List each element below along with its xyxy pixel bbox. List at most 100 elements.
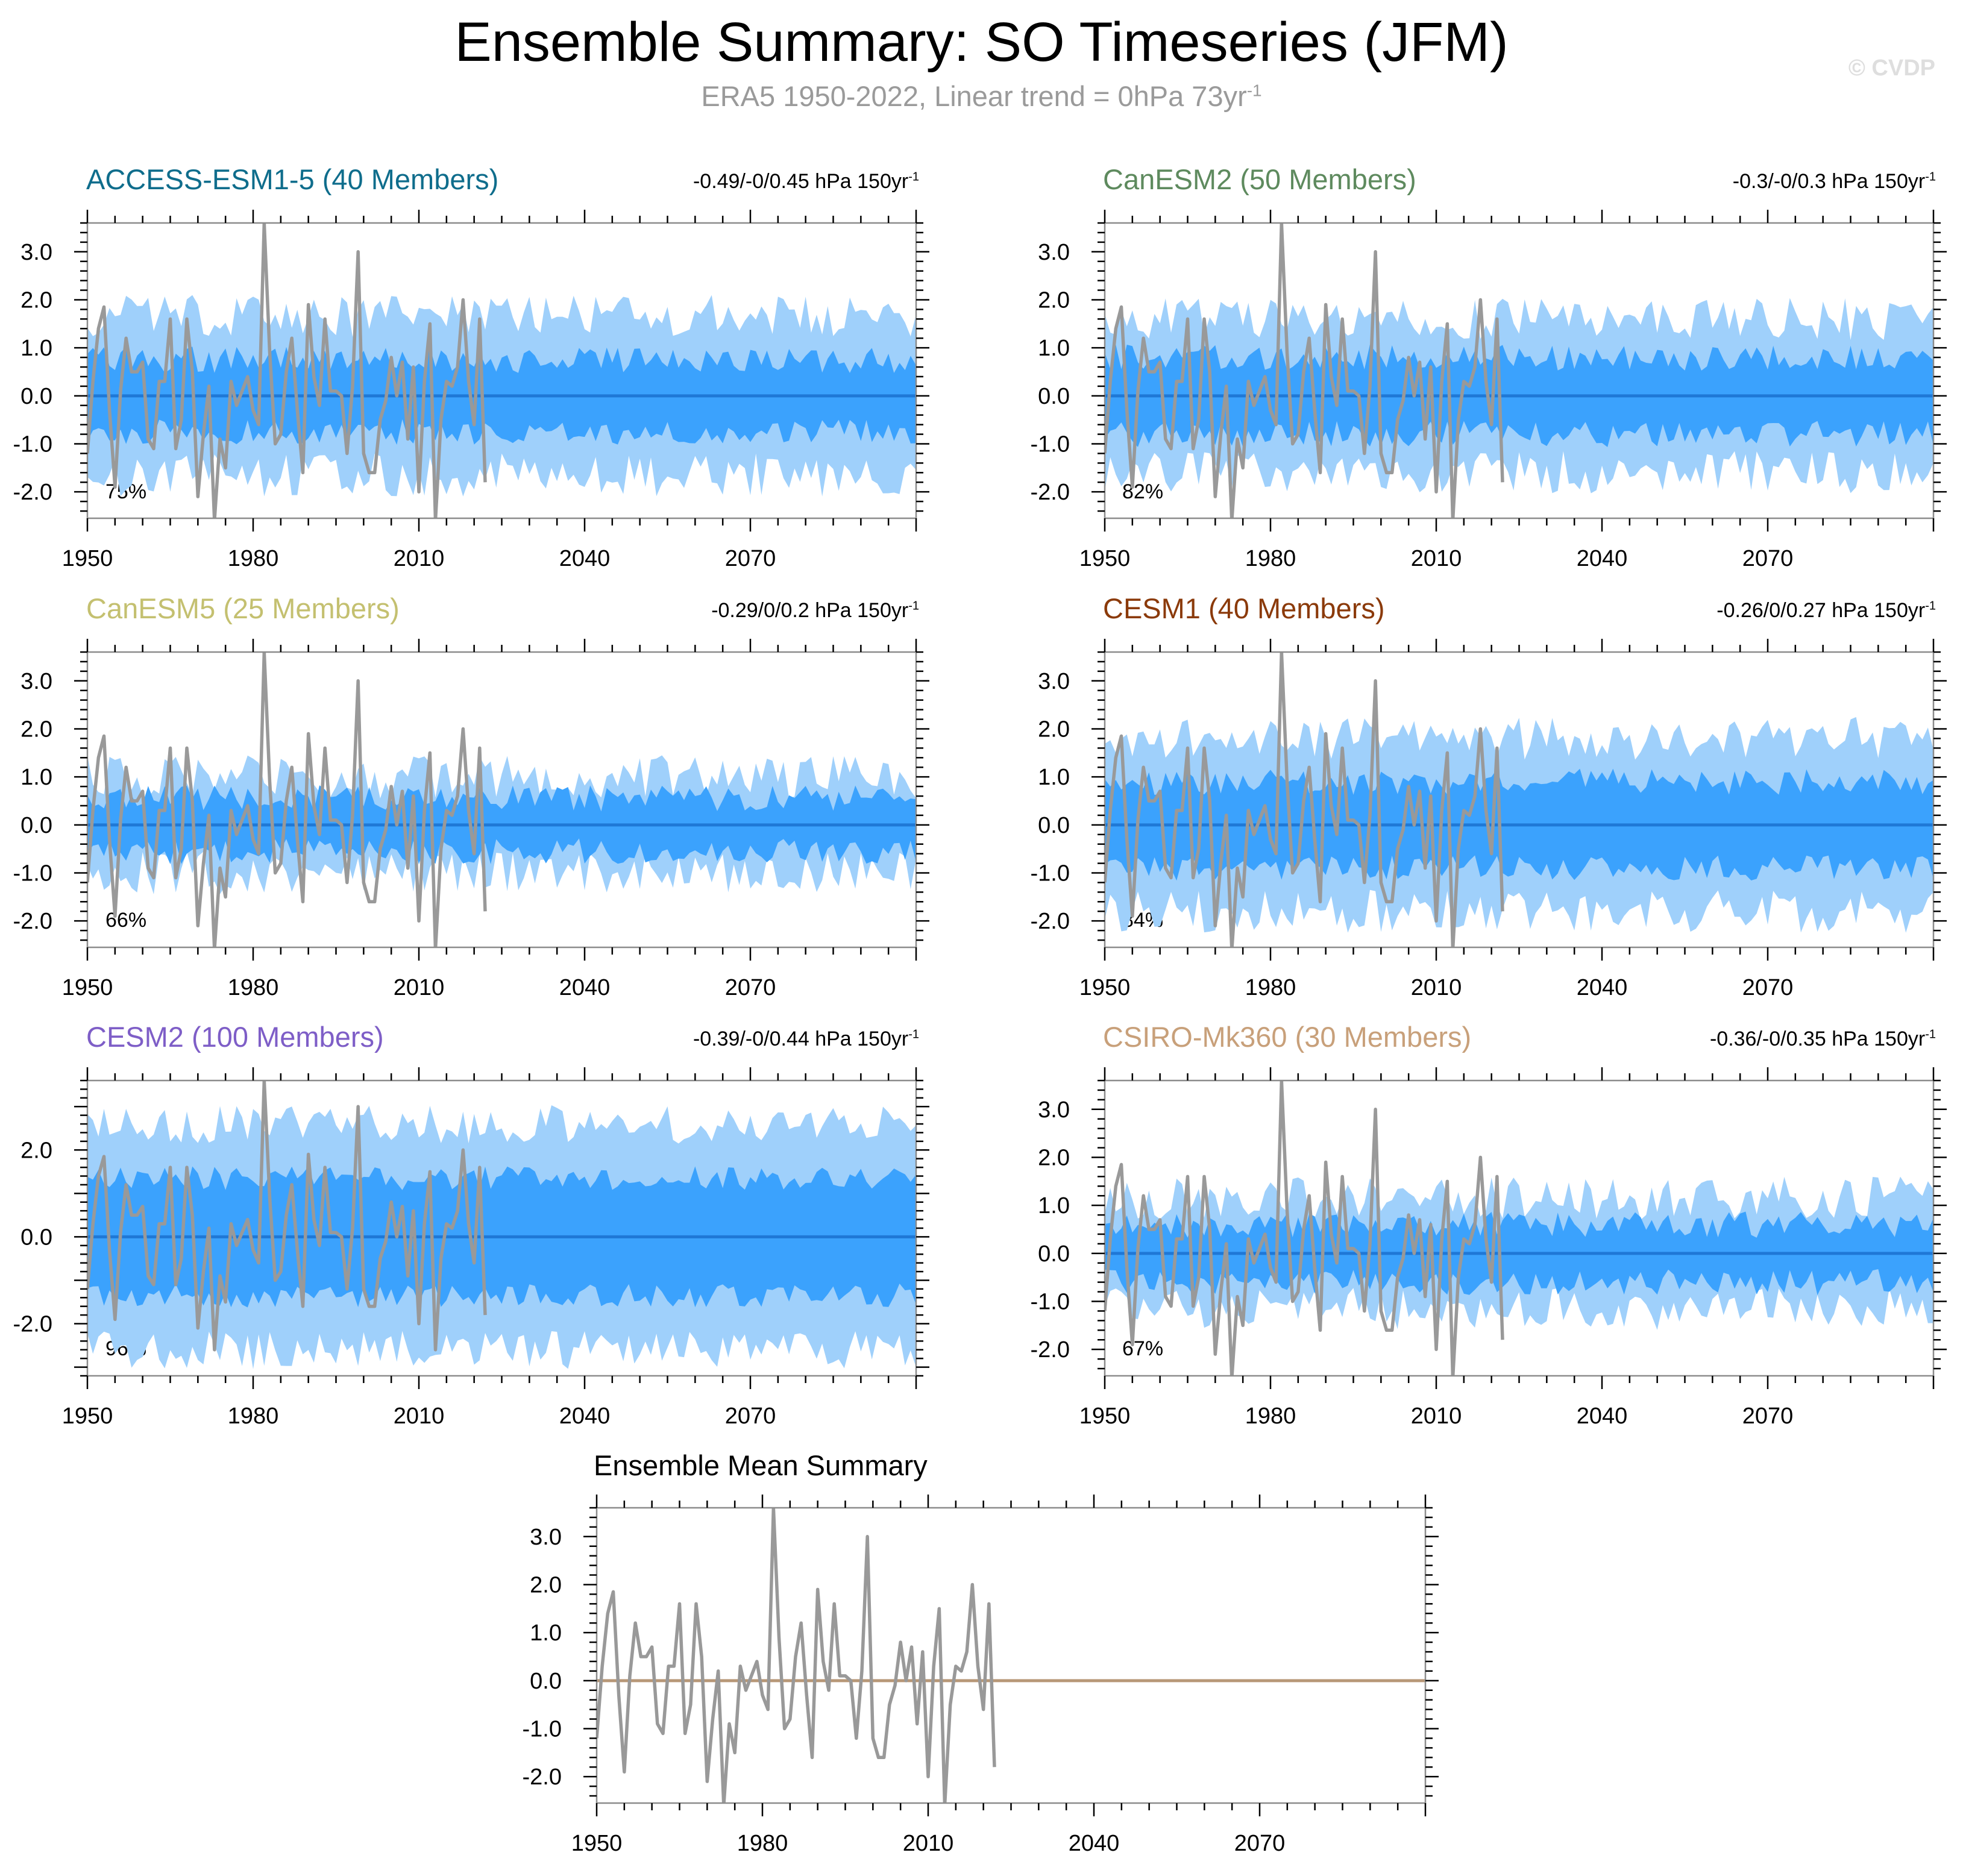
panel-3-ytick-label: 2.0 — [1038, 717, 1070, 742]
panel-0-plot-area — [87, 223, 916, 518]
panel-1-xtick-label: 1950 — [1079, 546, 1131, 571]
panel-2-ytick-label: -2.0 — [13, 909, 52, 934]
panel-4-plot-area — [87, 1081, 916, 1369]
panel-2-xtick-label: 2070 — [725, 975, 776, 1000]
panel-3-range-text: -0.26/0/0.27 hPa 150yr — [1716, 599, 1926, 622]
panel-0-xtick-label: 2010 — [394, 546, 445, 571]
panel-5-xtick-label: 2070 — [1742, 1404, 1794, 1429]
panel-3-ytick-label: 1.0 — [1038, 765, 1070, 790]
panel-0-xtick-label: 2040 — [559, 546, 611, 571]
panel-4-range-sup: -1 — [908, 1027, 919, 1041]
panel-4-observed-line — [87, 1081, 487, 1352]
panel-5-trend-range: -0.36/-0/0.35 hPa 150yr-1 — [1710, 1027, 1936, 1051]
panel-0-xtick-label: 2070 — [725, 546, 776, 571]
panel-5-range-text: -0.36/-0/0.35 hPa 150yr — [1709, 1027, 1926, 1050]
panel-6: 1950 1980 2010 2040 2070 3.0 2.0 1.0 0.0 -1.0 -2.0 — [523, 1495, 1439, 1856]
panel-6-xtick-label: 1950 — [571, 1831, 623, 1856]
panel-6-ytick-label: 2.0 — [530, 1572, 562, 1598]
panel-1-range-text: -0.3/-0/0.3 hPa 150yr — [1732, 170, 1926, 193]
panel-0-ytick-label: 1.0 — [20, 336, 52, 361]
panel-1-ytick-label: 0.0 — [1038, 384, 1070, 409]
panel-5-ytick-label: 3.0 — [1038, 1097, 1070, 1123]
panel-4-trend-range: -0.39/-0/0.44 hPa 150yr-1 — [693, 1027, 919, 1051]
subtitle-superscript: -1 — [1246, 81, 1262, 100]
panel-1-range-sup: -1 — [1925, 170, 1936, 184]
panel-2-range-sup: -1 — [908, 599, 919, 613]
panel-6-xtick-label: 2040 — [1069, 1831, 1120, 1856]
panel-1-xtick-label: 2010 — [1411, 546, 1462, 571]
panel-3-xtick-label: 1950 — [1079, 975, 1131, 1000]
panel-4-xtick-label: 2010 — [394, 1404, 445, 1429]
panel-4-xtick-label: 1980 — [228, 1404, 279, 1429]
figure-title: Ensemble Summary: SO Timeseries (JFM) — [454, 11, 1509, 73]
panel-1-ytick-label: 1.0 — [1038, 336, 1070, 361]
figure-subtitle: ERA5 1950-2022, Linear trend = 0hPa 73yr… — [0, 80, 1963, 113]
panel-6-ytick-label: -2.0 — [523, 1765, 562, 1790]
panel-4: 1950 1980 2010 2040 2070 2.0 0.0 -2.0 — [13, 1067, 929, 1429]
panel-2-plot-area — [87, 652, 916, 947]
panel-0-ytick-label: 2.0 — [20, 287, 52, 313]
panel-1-ytick-label: 2.0 — [1038, 287, 1070, 313]
panel-6-plot-area — [597, 1508, 1425, 1803]
panel-0-ytick-label: 0.0 — [20, 384, 52, 409]
panel-2-title: CanESM5 (25 Members) — [86, 592, 400, 624]
panel-0-ytick-label: 3.0 — [20, 240, 52, 265]
panel-1-ytick-label: -2.0 — [1031, 480, 1070, 505]
panel-2-ytick-label: 2.0 — [20, 717, 52, 742]
panel-3-xtick-label: 2010 — [1411, 975, 1462, 1000]
panel-0: 1950 1980 2010 2040 2070 3.0 2.0 1.0 0.0 -1.0 -2.0 — [13, 210, 929, 571]
panel-3-ytick-label: -2.0 — [1031, 909, 1070, 934]
panel-4-xtick-label: 2070 — [725, 1404, 776, 1429]
panel-6-xtick-label: 1980 — [737, 1831, 788, 1856]
panel-6-ytick-label: 1.0 — [530, 1620, 562, 1646]
panel-4-ytick-label: -2.0 — [13, 1312, 52, 1337]
panel-5-xtick-label: 2010 — [1411, 1404, 1462, 1429]
panel-0-range-text: -0.49/-0/0.45 hPa 150yr — [693, 170, 909, 193]
panel-2-xtick-label: 1950 — [62, 975, 113, 1000]
panel-6-ytick-label: -1.0 — [523, 1717, 562, 1742]
panel-5: 1950 1980 2010 2040 2070 3.0 2.0 1.0 0.0 -1.0 -2.0 — [1031, 1067, 1947, 1429]
panel-1: 1950 1980 2010 2040 2070 3.0 2.0 1.0 0.0 -1.0 -2.0 — [1031, 210, 1947, 571]
panel-2-range-text: -0.29/0/0.2 hPa 150yr — [711, 599, 909, 622]
panel-2-xtick-label: 1980 — [228, 975, 279, 1000]
panel-6-ytick-label: 0.0 — [530, 1669, 562, 1694]
panel-1-ytick-label: -1.0 — [1031, 432, 1070, 457]
panel-0-xtick-label: 1950 — [62, 546, 113, 571]
panel-4-title: CESM2 (100 Members) — [86, 1021, 384, 1053]
panel-0-observed-line — [87, 223, 487, 518]
panel-0-title: ACCESS-ESM1-5 (40 Members) — [86, 163, 499, 195]
panel-3-observed-line — [1105, 652, 1504, 947]
panel-5-ytick-label: 1.0 — [1038, 1193, 1070, 1219]
panel-1-xtick-label: 1980 — [1245, 546, 1296, 571]
panel-5-ytick-label: 2.0 — [1038, 1145, 1070, 1170]
panel-2-ytick-label: 3.0 — [20, 669, 52, 694]
panel-1-title: CanESM2 (50 Members) — [1103, 163, 1416, 195]
cvdp-watermark: © CVDP — [1848, 55, 1935, 81]
panel-4-xtick-label: 1950 — [62, 1404, 113, 1429]
panel-6-ytick-label: 3.0 — [530, 1525, 562, 1550]
panel-3-title: CESM1 (40 Members) — [1103, 592, 1385, 624]
panel-5-ytick-label: 0.0 — [1038, 1241, 1070, 1267]
panel-1-xtick-label: 2040 — [1577, 546, 1628, 571]
panel-4-ytick-label: 2.0 — [20, 1138, 52, 1163]
panel-5-xtick-label: 1950 — [1079, 1404, 1131, 1429]
panel-5-xtick-label: 1980 — [1245, 1404, 1296, 1429]
panel-6-xtick-label: 2070 — [1234, 1831, 1286, 1856]
panel-2-ytick-label: 0.0 — [20, 813, 52, 838]
panel-3-ytick-label: 0.0 — [1038, 813, 1070, 838]
panel-5-percent: 67% — [1122, 1337, 1164, 1360]
panel-2: 1950 1980 2010 2040 2070 3.0 2.0 1.0 0.0 -1.0 -2.0 — [13, 639, 929, 1000]
panel-2-observed-line — [87, 652, 487, 947]
panel-1-trend-range: -0.3/-0/0.3 hPa 150yr-1 — [1733, 170, 1936, 193]
panel-4-xtick-label: 2040 — [559, 1404, 611, 1429]
subtitle-text: ERA5 1950-2022, Linear trend = 0hPa 73yr — [701, 80, 1247, 112]
panel-6-xtick-label: 2010 — [903, 1831, 954, 1856]
panel-3-range-sup: -1 — [1925, 599, 1936, 613]
panel-1-plot-area — [1105, 223, 1933, 518]
panel-2-percent: 66% — [105, 909, 147, 932]
panel-3-ytick-label: 3.0 — [1038, 669, 1070, 694]
panel-2-trend-range: -0.29/0/0.2 hPa 150yr-1 — [711, 599, 919, 623]
panel-2-xtick-label: 2010 — [394, 975, 445, 1000]
panel-6-observed-line — [597, 1508, 996, 1803]
panel-0-range-sup: -1 — [908, 170, 919, 184]
